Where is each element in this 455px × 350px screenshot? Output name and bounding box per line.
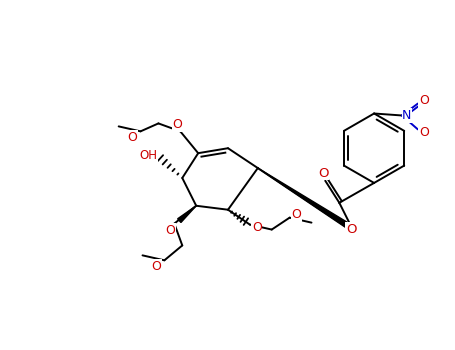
Text: O: O bbox=[292, 208, 302, 221]
Polygon shape bbox=[177, 206, 196, 223]
Text: O: O bbox=[318, 167, 329, 180]
Text: O: O bbox=[128, 131, 137, 144]
Text: O: O bbox=[346, 223, 356, 236]
Polygon shape bbox=[258, 168, 353, 230]
Text: O: O bbox=[172, 118, 182, 131]
Text: O: O bbox=[419, 94, 429, 107]
Text: O: O bbox=[419, 126, 429, 139]
Text: O: O bbox=[166, 224, 175, 237]
Text: OH: OH bbox=[140, 149, 157, 162]
Text: O: O bbox=[252, 221, 262, 234]
Text: N: N bbox=[402, 109, 412, 122]
Text: O: O bbox=[152, 260, 162, 273]
